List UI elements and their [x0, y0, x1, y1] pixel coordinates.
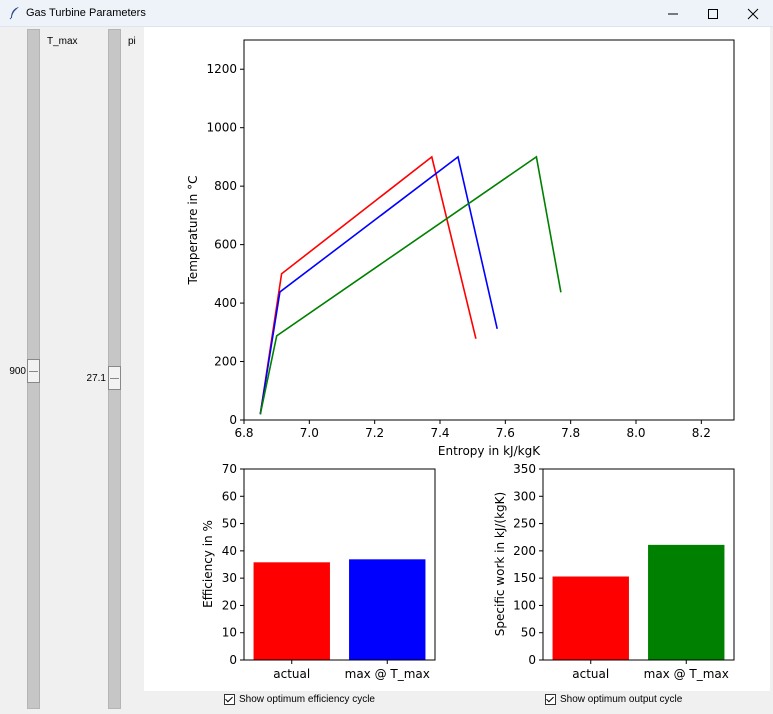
figure-canvas: 6.8 7.0 7.2 7.4 7.6 7.8 8.0 8.2 0 200 400 600 800 10…	[144, 27, 770, 691]
specific-work-ylabel: Specific work in kJ/(kgK)	[493, 492, 507, 636]
efficiency-xtick-label: actual	[273, 667, 310, 681]
ts-series-line-1	[259, 155, 498, 415]
specific-work-ytick-label: 300	[513, 489, 536, 503]
efficiency-cycle-label: Show optimum efficiency cycle	[239, 694, 375, 705]
feather-icon	[9, 7, 19, 20]
ts-xtick-label: 7.2	[365, 426, 384, 440]
tmax-slider-thumb[interactable]	[27, 359, 40, 383]
ts-xtick-label: 8.2	[692, 426, 711, 440]
tmax-slider-label: T_max	[47, 36, 78, 47]
ts-xtick-label: 7.4	[430, 426, 449, 440]
ts-ytick-label: 1000	[206, 121, 237, 135]
close-icon	[747, 8, 759, 19]
efficiency-ytick-label: 30	[222, 571, 237, 585]
specific-work-xtick-label: actual	[572, 667, 609, 681]
maximize-button[interactable]	[693, 0, 733, 27]
ts-ytick-label: 200	[214, 355, 237, 369]
ts-series-line-2	[259, 155, 562, 415]
ts-ytick-label: 0	[229, 413, 237, 427]
efficiency-ytick-label: 50	[222, 517, 237, 531]
ts-series-line-0	[259, 155, 477, 415]
ts-xtick-label: 7.0	[300, 426, 319, 440]
efficiency-ylabel: Efficiency in %	[201, 520, 215, 608]
specific-work-bar-0	[552, 576, 629, 660]
ts-ytick-label: 1200	[206, 62, 237, 76]
specific-work-ytick-label: 200	[513, 544, 536, 558]
pi-slider-thumb[interactable]	[108, 366, 121, 390]
output-cycle-label: Show optimum output cycle	[560, 694, 683, 705]
efficiency-xtick-label: max @ T_max	[345, 667, 430, 681]
specific-work-ytick-label: 350	[513, 462, 536, 476]
efficiency-bar-1	[349, 559, 426, 660]
specific-work-chart-frame	[542, 468, 735, 661]
minimize-button[interactable]	[653, 0, 693, 27]
efficiency-chart-frame	[243, 468, 436, 661]
ts-xtick-label: 6.8	[234, 426, 253, 440]
pi-slider-label: pi	[128, 36, 136, 47]
specific-work-bar-1	[648, 544, 725, 660]
efficiency-bar-0	[253, 562, 330, 660]
ts-chart-frame	[243, 39, 735, 421]
specific-work-ytick-label: 50	[521, 626, 536, 640]
specific-work-ytick-label: 0	[528, 653, 536, 667]
efficiency-cycle-checkbox[interactable]: Show optimum efficiency cycle	[224, 694, 375, 705]
ts-xlabel: Entropy in kJ/kgK	[438, 444, 541, 458]
figure-svg: 6.8 7.0 7.2 7.4 7.6 7.8 8.0 8.2 020040060080010…	[186, 39, 735, 681]
efficiency-ytick-label: 20	[222, 598, 237, 612]
output-cycle-checkbox[interactable]: Show optimum output cycle	[545, 694, 682, 705]
ts-xtick-label: 7.6	[496, 426, 515, 440]
pi-slider[interactable]	[108, 29, 121, 709]
specific-work-xtick-label: max @ T_max	[644, 667, 729, 681]
efficiency-ytick-label: 60	[222, 489, 237, 503]
efficiency-chart: 0 10 20 30 40 50 60 70 actual max @ T_max Effici…	[201, 462, 436, 681]
specific-work-ytick-label: 100	[513, 598, 536, 612]
specific-work-ytick-label: 150	[513, 571, 536, 585]
tmax-slider[interactable]	[27, 29, 40, 709]
ts-ylabel: Temperature in °C	[186, 176, 200, 286]
efficiency-ytick-label: 40	[222, 544, 237, 558]
close-button[interactable]	[733, 0, 773, 27]
ts-xtick-label: 8.0	[626, 426, 645, 440]
maximize-icon	[708, 8, 718, 19]
specific-work-ytick-label: 250	[513, 517, 536, 531]
window-title: Gas Turbine Parameters	[26, 7, 146, 19]
output-cycle-check-icon[interactable]	[545, 694, 556, 705]
pi-slider-value: 27.1	[86, 373, 106, 384]
title-bar: Gas Turbine Parameters	[0, 0, 773, 27]
efficiency-ytick-label: 0	[229, 653, 237, 667]
efficiency-ytick-label: 10	[222, 626, 237, 640]
minimize-icon	[668, 13, 678, 14]
efficiency-ytick-label: 70	[222, 462, 237, 476]
ts-ytick-label: 800	[214, 179, 237, 193]
ts-ytick-label: 600	[214, 238, 237, 252]
ts-chart: 6.8 7.0 7.2 7.4 7.6 7.8 8.0 8.2 0 200 400 600 800 10…	[186, 39, 735, 458]
ts-ytick-label: 400	[214, 296, 237, 310]
efficiency-cycle-check-icon[interactable]	[224, 694, 235, 705]
tmax-slider-value: 900	[9, 366, 26, 377]
ts-xtick-label: 7.8	[561, 426, 580, 440]
